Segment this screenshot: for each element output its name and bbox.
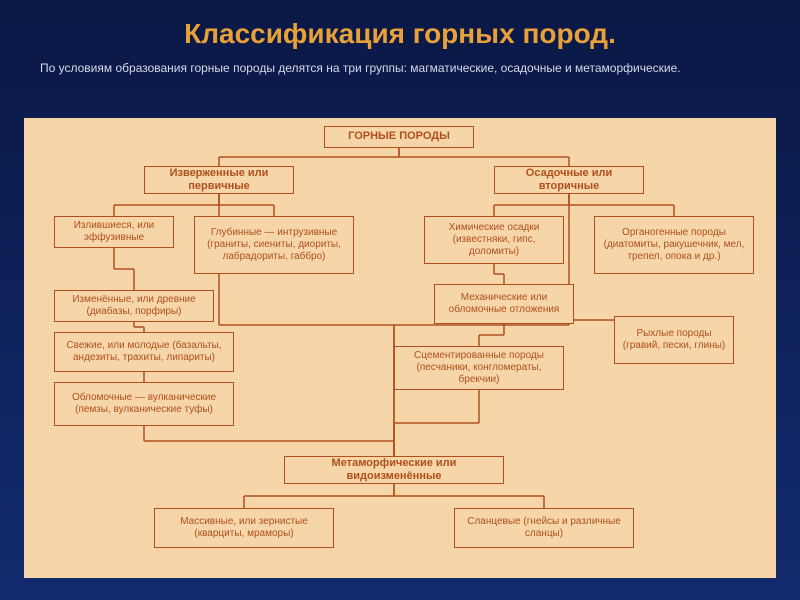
node-branch_l: Изверженные или первичные xyxy=(144,166,294,194)
classification-diagram: ГОРНЫЕ ПОРОДЫ Изверженные или первичные Ос… xyxy=(24,118,776,578)
node-metam: Метаморфические или видоизменённые xyxy=(284,456,504,484)
node-m_schist: Сланцевые (гнейсы и различные сланцы) xyxy=(454,508,634,548)
node-r_cement: Сцементированные породы (песчаники, конг… xyxy=(394,346,564,390)
slide-title: Классификация горных пород. xyxy=(0,0,800,60)
node-l_clast: Обломочные — вулканические (пемзы, вулка… xyxy=(54,382,234,426)
node-r_chem: Химические осадки (известняки, гипс, дол… xyxy=(424,216,564,264)
node-branch_r: Осадочные или вторичные xyxy=(494,166,644,194)
node-r_org: Органогенные породы (диатомиты, ракушечн… xyxy=(594,216,754,274)
node-r_mech: Механические или обломочные отложения xyxy=(434,284,574,324)
slide-subtitle: По условиям образования горные породы де… xyxy=(0,60,800,87)
node-l_intr: Глубинные — интрузивные (граниты, сиенит… xyxy=(194,216,354,274)
node-l_anc: Изменённые, или древние (диабазы, порфир… xyxy=(54,290,214,322)
node-root: ГОРНЫЕ ПОРОДЫ xyxy=(324,126,474,148)
node-l_eff: Излившиеся, или эффузивные xyxy=(54,216,174,248)
node-l_young: Свежие, или молодые (базальты, андезиты,… xyxy=(54,332,234,372)
node-m_mass: Массивные, или зернистые (кварциты, мрам… xyxy=(154,508,334,548)
node-r_loose: Рыхлые породы (гравий, пески, глины) xyxy=(614,316,734,364)
